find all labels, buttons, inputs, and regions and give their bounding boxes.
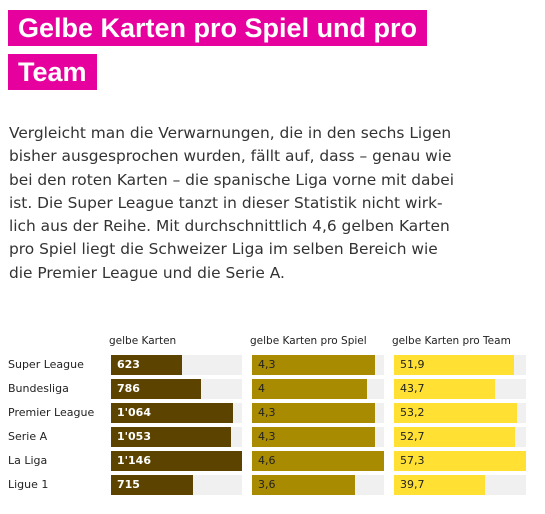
bar-track: 51,9 bbox=[394, 355, 526, 375]
bar-gelbe-karten-pro-team-ligue-1 bbox=[394, 475, 485, 495]
bar-gelbe-karten-pro-team-premier-league bbox=[394, 403, 517, 423]
bar-gelbe-karten-pro-spiel-super-league bbox=[252, 355, 375, 375]
bar-track: 57,3 bbox=[394, 451, 526, 471]
bar-track: 53,2 bbox=[394, 403, 526, 423]
data-label: 3,6 bbox=[258, 478, 276, 491]
bar-gelbe-karten-la-liga bbox=[111, 451, 242, 471]
bar-gelbe-karten-pro-spiel-premier-league bbox=[252, 403, 375, 423]
bar-track: 1'053 bbox=[111, 427, 242, 447]
column-header-gelbe-karten-pro-team: gelbe Karten pro Team bbox=[392, 335, 511, 347]
bar-track: 786 bbox=[111, 379, 242, 399]
bar-track: 4,3 bbox=[252, 355, 384, 375]
bar-track: 1'146 bbox=[111, 451, 242, 471]
bar-gelbe-karten-pro-team-serie-a bbox=[394, 427, 515, 447]
intro-line: bisher ausgesprochen wurden, fällt auf, … bbox=[9, 147, 452, 166]
title-line-2: Team bbox=[8, 54, 97, 90]
intro-line: ist. Die Super League tanzt in dieser St… bbox=[9, 193, 443, 212]
bar-gelbe-karten-pro-spiel-bundesliga bbox=[252, 379, 367, 399]
row-label-serie-a: Serie A bbox=[8, 430, 48, 443]
bar-gelbe-karten-pro-spiel-ligue-1 bbox=[252, 475, 355, 495]
row-label-bundesliga: Bundesliga bbox=[8, 382, 69, 395]
data-label: 4,3 bbox=[258, 430, 276, 443]
bar-gelbe-karten-serie-a bbox=[111, 427, 231, 447]
bar-gelbe-karten-bundesliga bbox=[111, 379, 201, 399]
bar-track: 4,3 bbox=[252, 403, 384, 423]
bar-gelbe-karten-ligue-1 bbox=[111, 475, 193, 495]
intro-line: bei den roten Karten – die spanische Lig… bbox=[9, 170, 454, 189]
data-label: 4 bbox=[258, 382, 265, 395]
data-label: 1'053 bbox=[117, 430, 151, 443]
data-label: 57,3 bbox=[400, 454, 425, 467]
bar-gelbe-karten-super-league bbox=[111, 355, 182, 375]
title-block: Gelbe Karten pro Spiel und pro Team bbox=[8, 10, 538, 98]
bar-gelbe-karten-pro-team-la-liga bbox=[394, 451, 526, 471]
bar-track: 1'064 bbox=[111, 403, 242, 423]
intro-line: lich aus der Reihe. Mit durchschnittlich… bbox=[9, 217, 450, 236]
bar-track: 39,7 bbox=[394, 475, 526, 495]
bar-gelbe-karten-pro-team-super-league bbox=[394, 355, 514, 375]
intro-line: die Premier League und die Serie A. bbox=[9, 263, 285, 282]
bar-track: 4,6 bbox=[252, 451, 384, 471]
row-label-la-liga: La Liga bbox=[8, 454, 48, 467]
data-label: 4,3 bbox=[258, 406, 276, 419]
data-label: 52,7 bbox=[400, 430, 425, 443]
data-label: 1'064 bbox=[117, 406, 151, 419]
data-label: 623 bbox=[117, 358, 140, 371]
title-line-1: Gelbe Karten pro Spiel und pro bbox=[8, 10, 428, 46]
intro-line: Vergleicht man die Verwarnungen, die in … bbox=[9, 124, 452, 142]
intro-paragraph: Vergleicht man die Verwarnungen, die in … bbox=[9, 122, 537, 285]
data-label: 51,9 bbox=[400, 358, 425, 371]
data-label: 1'146 bbox=[117, 454, 151, 467]
bar-track: 4 bbox=[252, 379, 384, 399]
bar-track: 3,6 bbox=[252, 475, 384, 495]
intro-line: pro Spiel liegt die Schweizer Liga im se… bbox=[9, 240, 438, 259]
bar-track: 43,7 bbox=[394, 379, 526, 399]
data-label: 715 bbox=[117, 478, 140, 491]
bar-gelbe-karten-premier-league bbox=[111, 403, 233, 423]
bar-track: 623 bbox=[111, 355, 242, 375]
column-header-gelbe-karten-pro-spiel: gelbe Karten pro Spiel bbox=[250, 335, 367, 347]
data-label: 4,3 bbox=[258, 358, 276, 371]
data-label: 43,7 bbox=[400, 382, 425, 395]
bar-track: 4,3 bbox=[252, 427, 384, 447]
bar-gelbe-karten-pro-team-bundesliga bbox=[394, 379, 495, 399]
data-label: 4,6 bbox=[258, 454, 276, 467]
bar-gelbe-karten-pro-spiel-serie-a bbox=[252, 427, 375, 447]
row-label-ligue-1: Ligue 1 bbox=[8, 478, 49, 491]
bar-gelbe-karten-pro-spiel-la-liga bbox=[252, 451, 384, 471]
bar-chart: gelbe Karten gelbe Karten pro Spiel gelbe … bbox=[0, 330, 545, 514]
row-label-super-league: Super League bbox=[8, 358, 84, 371]
bar-track: 715 bbox=[111, 475, 242, 495]
data-label: 39,7 bbox=[400, 478, 425, 491]
column-header-gelbe-karten: gelbe Karten bbox=[109, 335, 177, 347]
data-label: 53,2 bbox=[400, 406, 425, 419]
row-label-premier-league: Premier League bbox=[8, 406, 95, 419]
data-label: 786 bbox=[117, 382, 140, 395]
bar-track: 52,7 bbox=[394, 427, 526, 447]
